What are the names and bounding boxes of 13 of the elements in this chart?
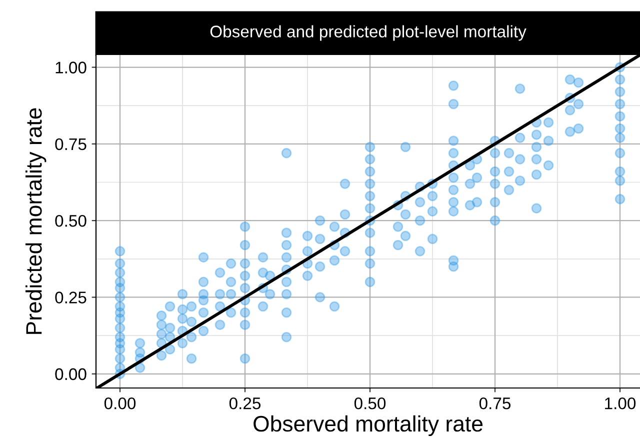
y-tick-label: 0.75 [55, 138, 86, 150]
x-axis-title: Observed mortality rate [254, 415, 482, 436]
y-tick-label: 1.00 [56, 62, 86, 74]
x-tick-label: 0.25 [229, 397, 261, 410]
x-tick-label: 0.50 [354, 397, 386, 410]
y-tick-label: 0.50 [55, 214, 86, 227]
chart-title: Observed and predicted plot-level mortality [210, 25, 526, 41]
x-tick-label: 1.00 [605, 397, 636, 410]
y-tick-label: 0.00 [55, 368, 86, 380]
y-axis-title: Predicted mortality rate [25, 108, 46, 334]
y-tick-label: 0.25 [55, 292, 86, 304]
x-tick-label: 0.75 [479, 397, 511, 410]
x-tick-label: 0.00 [104, 397, 136, 410]
